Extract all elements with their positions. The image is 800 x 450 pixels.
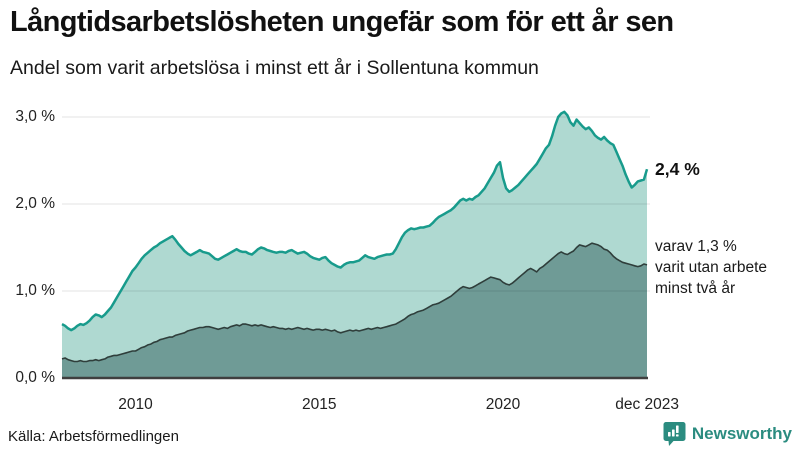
y-tick-label: 2,0 % [15,195,55,212]
x-tick-label: 2020 [485,396,521,413]
source-credit: Källa: Arbetsförmedlingen [8,428,179,445]
unemployment-total-line [61,110,649,332]
chart-subtitle: Andel som varit arbetslösa i minst ett å… [10,57,539,79]
secondary-value-line2: varit utan arbete [655,259,768,276]
unemployment-longterm-line [61,242,648,363]
x-tick-label: 2010 [118,396,153,413]
latest-value-label: 2,4 % [655,159,700,179]
secondary-value-line3: minst två år [655,280,736,297]
newsworthy-logo[interactable]: Newsworthy [663,421,792,447]
secondary-value-line1: varav 1,3 % [655,238,737,255]
secondary-value-label: varav 1,3 % varit utan arbete minst två … [655,236,767,299]
y-axis-labels: 3,0 % 2,0 % 1,0 % 0,0 % [0,0,55,450]
newsworthy-logo-icon [663,422,686,446]
y-tick-label: 0,0 % [15,369,55,386]
page-title: Långtidsarbetslösheten ungefär som för e… [10,6,674,38]
y-tick-label: 1,0 % [15,282,55,299]
x-tick-label: 2015 [302,396,337,413]
newsworthy-logo-text: Newsworthy [691,424,792,443]
x-tick-label: dec 2023 [615,396,679,413]
y-tick-label: 3,0 % [15,108,55,125]
unemployment-longterm-area [62,243,647,378]
